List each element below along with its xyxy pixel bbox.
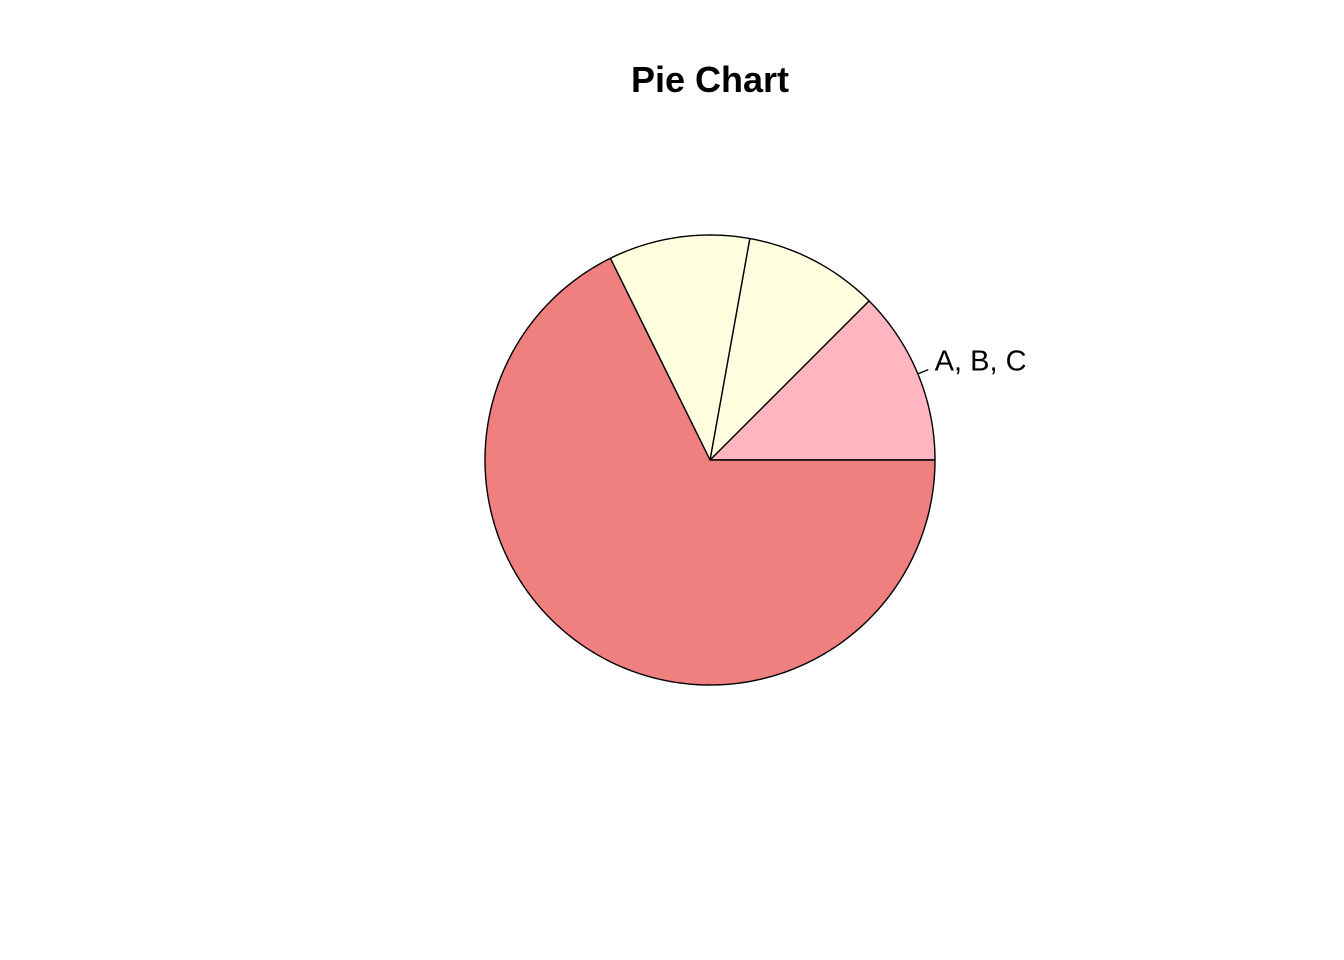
- pie-label-1: A, B, C: [935, 345, 1027, 377]
- pie-label-leader-1: [917, 368, 929, 375]
- pie-slice-3: [609, 234, 751, 461]
- pie-slice-4: [484, 257, 936, 686]
- chart-title: Pie Chart: [631, 59, 789, 100]
- pie-labels: A, B, C: [917, 345, 1027, 377]
- pie-slices: [484, 234, 936, 686]
- pie-slice-2: [709, 237, 870, 461]
